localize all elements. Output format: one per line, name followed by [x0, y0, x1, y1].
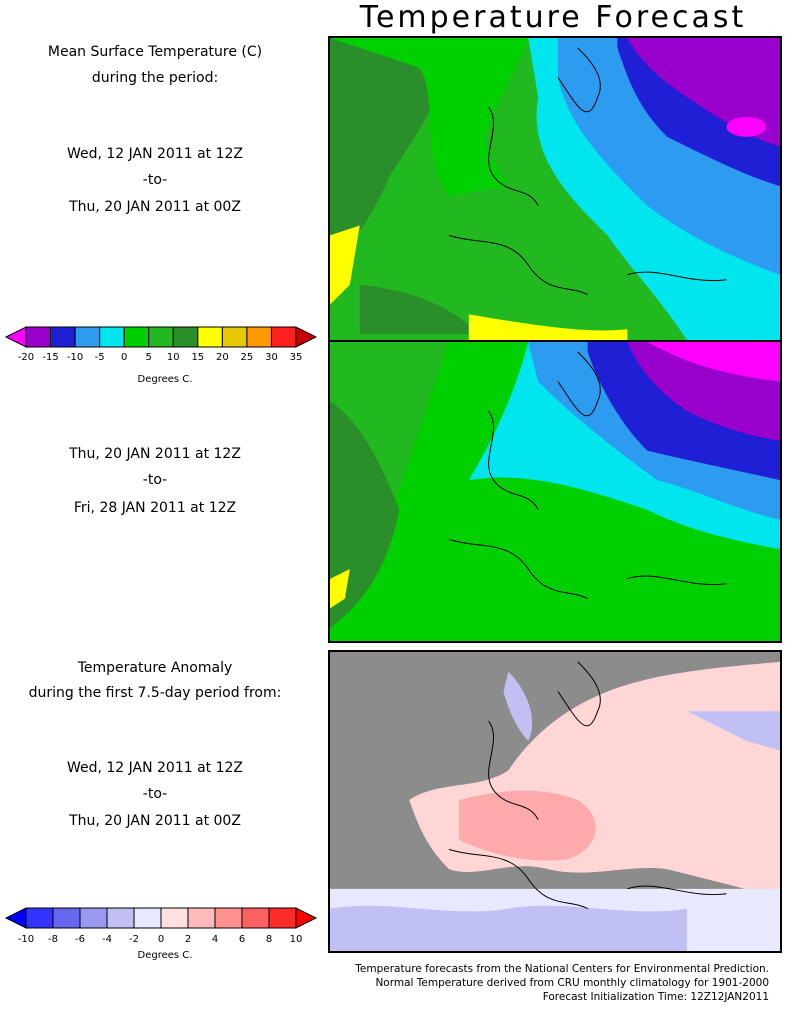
panel1-end-date: Thu, 20 JAN 2011 at 00Z — [69, 199, 241, 215]
anomaly-colorbar-tick-label: 2 — [184, 934, 192, 945]
anomaly-colorbar-swatch — [214, 907, 243, 929]
temperature-colorbar-tick-label: 10 — [166, 352, 180, 363]
panel2-start-date: Thu, 20 JAN 2011 at 12Z — [69, 446, 241, 462]
panel3-to: -to- — [142, 786, 168, 802]
temperature-colorbar-swatch — [25, 326, 52, 348]
anomaly-colorbar-tick-label: -6 — [75, 934, 85, 945]
panel3-heading-line2: during the first 7.5-day period from: — [28, 685, 282, 701]
temperature-colorbar-swatch — [123, 326, 150, 348]
anomaly-colorbar-tick-label: 8 — [265, 934, 273, 945]
temperature-colorbar-tick-label: -20 — [17, 352, 35, 363]
temperature-colorbar-swatch — [172, 326, 199, 348]
temperature-anomaly-map — [328, 650, 782, 953]
temperature-colorbar-swatch — [221, 326, 248, 348]
panel2-to: -to- — [142, 472, 168, 488]
temperature-colorbar-ticks: -20 -15 -10 -5 0 5 10 15 20 25 30 35 — [0, 352, 330, 366]
anomaly-colorbar-swatch — [106, 907, 135, 929]
anomaly-colorbar-swatch — [187, 907, 216, 929]
anomaly-colorbar-swatch — [241, 907, 270, 929]
anomaly-colorbar-swatch — [52, 907, 81, 929]
anomaly-colorbar-tick-label: -10 — [17, 934, 35, 945]
panel1-to: -to- — [142, 172, 168, 188]
temperature-colorbar-tick-label: -15 — [42, 352, 59, 363]
temperature-colorbar-tick-label: 35 — [289, 352, 303, 363]
anomaly-colorbar-swatch — [268, 907, 297, 929]
anomaly-colorbar-swatch — [25, 907, 54, 929]
anomaly-colorbar-swatch — [133, 907, 162, 929]
panel1-heading-line1: Mean Surface Temperature (C) — [47, 44, 263, 60]
anomaly-colorbar — [4, 907, 318, 929]
anomaly-colorbar-tick-label: -4 — [102, 934, 112, 945]
temperature-colorbar-swatch — [246, 326, 272, 348]
anomaly-colorbar-tick-label: 4 — [211, 934, 219, 945]
anomaly-colorbar-tick-label: 6 — [238, 934, 246, 945]
temperature-colorbar-tick-label: -5 — [94, 352, 105, 363]
temperature-map-period2 — [328, 340, 782, 643]
panel3-start-date: Wed, 12 JAN 2011 at 12Z — [66, 760, 244, 776]
anomaly-colorbar-swatch — [160, 907, 189, 929]
anomaly-colorbar-arrow-high — [295, 907, 318, 929]
temperature-colorbar-tick-label: 5 — [145, 352, 152, 363]
footer-line2: Normal Temperature derived from CRU mont… — [375, 977, 769, 989]
page-title: Temperature Forecast — [359, 0, 747, 35]
anomaly-colorbar-ticks: -10 -8 -6 -4 -2 0 2 4 6 8 10 — [0, 934, 330, 948]
anomaly-colorbar-tick-label: 10 — [289, 934, 303, 945]
anomaly-colorbar-units: Degrees C. — [137, 950, 193, 961]
temperature-map-period1 — [328, 36, 782, 342]
anomaly-colorbar-tick-label: 0 — [157, 934, 165, 945]
anomaly-colorbar-arrow-low — [4, 907, 27, 929]
anomaly-colorbar-swatch — [79, 907, 108, 929]
temperature-colorbar-tick-label: 30 — [265, 352, 278, 363]
temperature-colorbar-swatch — [74, 326, 101, 348]
temperature-colorbar-arrow-high — [295, 326, 318, 348]
temperature-colorbar-tick-label: 20 — [215, 352, 229, 363]
temperature-colorbar-units: Degrees C. — [137, 374, 193, 385]
temperature-colorbar-tick-label: 25 — [240, 352, 254, 363]
anomaly-colorbar-tick-label: -2 — [129, 934, 139, 945]
temperature-colorbar-arrow-low — [4, 326, 27, 348]
panel2-end-date: Fri, 28 JAN 2011 at 12Z — [73, 500, 237, 516]
anomaly-colorbar-tick-label: -8 — [48, 934, 58, 945]
footer-line3: Forecast Initialization Time: 12Z12JAN20… — [542, 991, 769, 1003]
panel3-end-date: Thu, 20 JAN 2011 at 00Z — [69, 813, 241, 829]
temperature-colorbar-swatch — [148, 326, 174, 348]
footer-credits: Temperature forecasts from the National … — [355, 962, 769, 1004]
footer-line1: Temperature forecasts from the National … — [355, 963, 769, 975]
temperature-colorbar-swatch — [50, 326, 76, 348]
temperature-colorbar-swatch — [270, 326, 297, 348]
temperature-colorbar-swatch — [197, 326, 223, 348]
temperature-colorbar-tick-label: 0 — [120, 352, 128, 363]
temperature-colorbar — [4, 326, 318, 348]
panel1-start-date: Wed, 12 JAN 2011 at 12Z — [66, 146, 244, 162]
temperature-colorbar-swatch — [99, 326, 125, 348]
panel1-heading-line2: during the period: — [91, 70, 219, 86]
temperature-colorbar-tick-label: 15 — [191, 352, 205, 363]
temperature-colorbar-tick-label: -10 — [66, 352, 84, 363]
panel3-heading-line1: Temperature Anomaly — [77, 660, 233, 676]
